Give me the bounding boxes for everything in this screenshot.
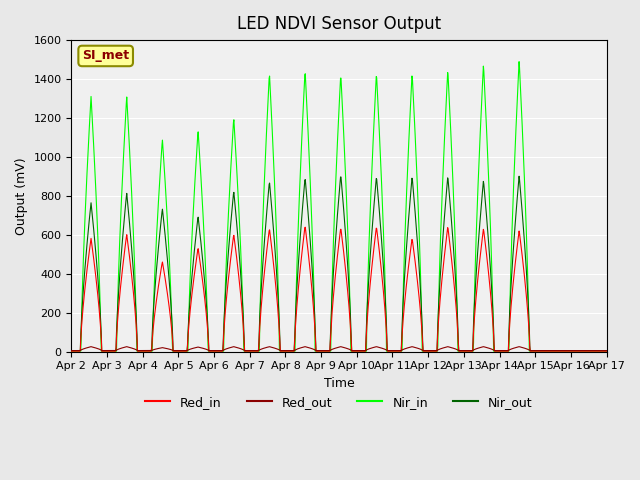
Text: SI_met: SI_met — [82, 49, 129, 62]
Y-axis label: Output (mV): Output (mV) — [15, 157, 28, 235]
Legend: Red_in, Red_out, Nir_in, Nir_out: Red_in, Red_out, Nir_in, Nir_out — [140, 391, 538, 414]
Title: LED NDVI Sensor Output: LED NDVI Sensor Output — [237, 15, 441, 33]
X-axis label: Time: Time — [324, 377, 355, 390]
